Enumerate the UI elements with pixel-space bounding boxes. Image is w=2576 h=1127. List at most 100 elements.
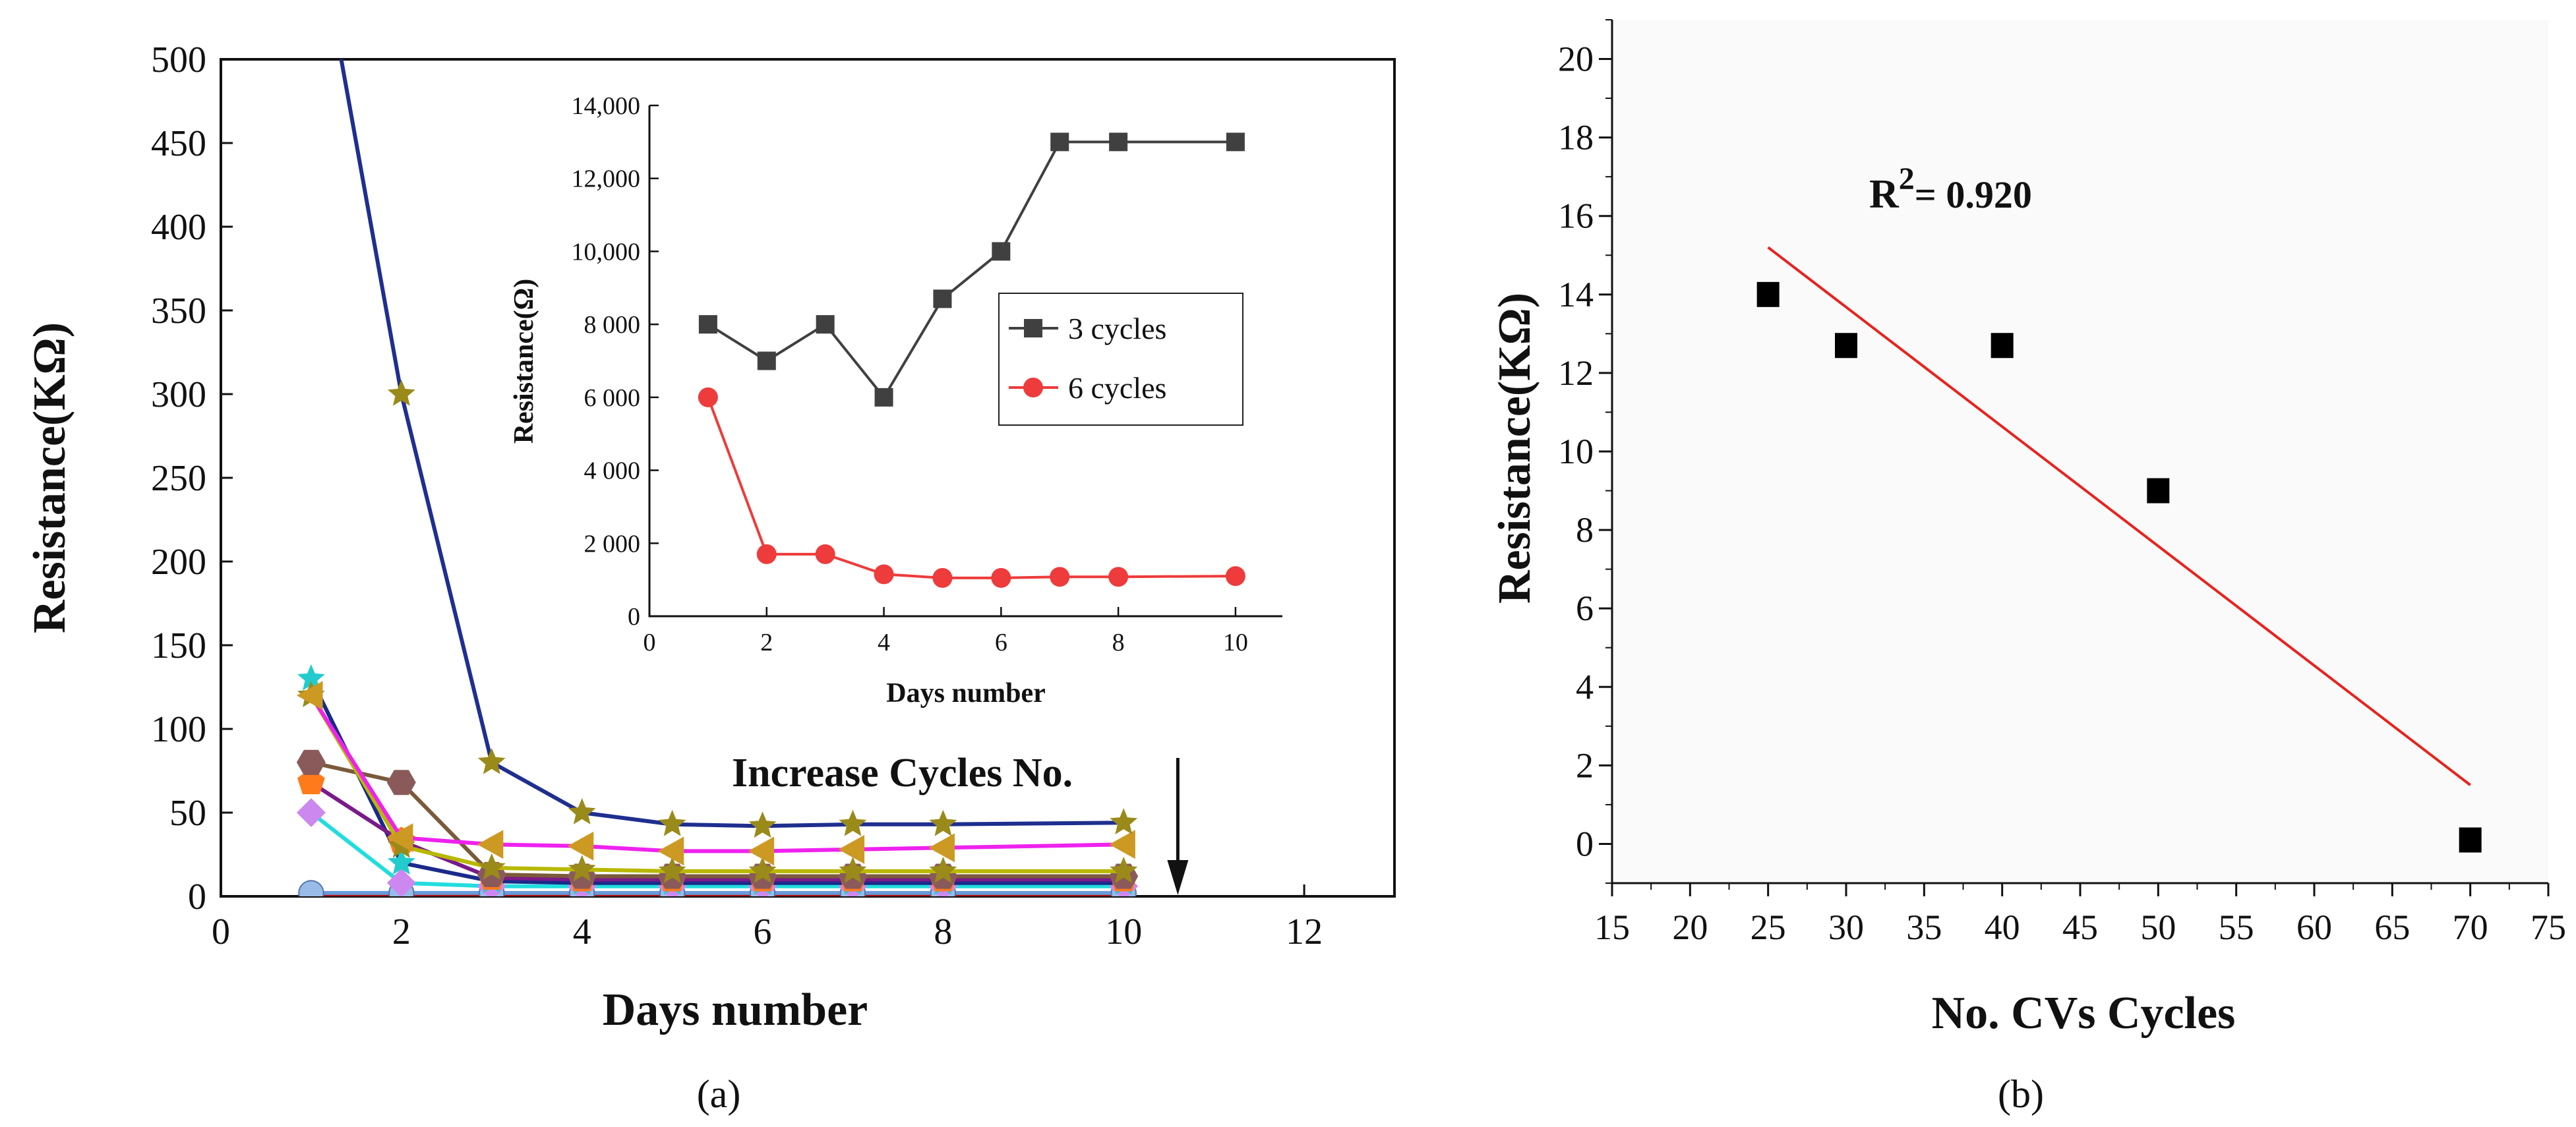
data-point-s1 (748, 811, 777, 838)
data-point-s3 (658, 856, 686, 883)
inset-data-point (874, 564, 894, 585)
data-point (1835, 333, 1857, 359)
data-point-s3 (1110, 856, 1138, 883)
data-point-s3 (568, 855, 596, 882)
inset-y-tick-label: 0 (628, 603, 640, 631)
inset-data-point (757, 351, 776, 370)
inset-data-point (1225, 566, 1245, 587)
inset-y-tick-label: 8 000 (584, 311, 641, 339)
panel-a-y-tick-label: 400 (151, 207, 206, 248)
panel-a-inset-chart: 0 2 4 6 8 10 0 2 000 4 000 6 000 8 000 10,000 12,000… (509, 92, 1282, 708)
data-point-s1 (568, 798, 596, 824)
data-point-s2 (296, 681, 323, 710)
inset-y-tick-label: 14,000 (572, 92, 641, 120)
panel-b-axes (1611, 20, 2548, 884)
panel-a-y-tick-label: 150 (151, 625, 206, 666)
panel-a-y-tick-label: 50 (169, 793, 206, 834)
data-point-s1 (839, 809, 867, 836)
panel-b-x-tick-label: 45 (2062, 908, 2098, 947)
legend-6-cycles-marker (1023, 378, 1043, 397)
inset-legend: 3 cycles 6 cycles (998, 293, 1243, 426)
inset-data-point (1226, 132, 1245, 152)
data-point-s4 (386, 770, 416, 795)
data-point-s2 (748, 836, 775, 866)
panel-a-annotation: Increase Cycles No. (732, 751, 1073, 795)
panel-b-background (1612, 20, 2548, 883)
inset-data-point (698, 315, 717, 334)
series-line-s5 (310, 780, 1124, 882)
inset-y-tick-label: 2 000 (584, 530, 641, 558)
inset-data-point (1109, 132, 1128, 152)
data-point (2147, 478, 2170, 504)
data-point-s3 (748, 856, 777, 883)
panel-b-x-tick-label: 30 (1828, 908, 1864, 947)
panel-a-x-tick-label: 6 (754, 911, 772, 952)
inset-ticks: 0 2 4 6 8 10 0 2 000 4 000 6 000 8 000 10,000 12,000… (572, 92, 1248, 656)
panel-a-y-tick-label: 250 (151, 458, 206, 499)
legend-3-cycles-label: 3 cycles (1068, 312, 1166, 345)
data-point-s1 (477, 747, 506, 774)
panel-a-x-axis-title: Days number (603, 985, 868, 1035)
data-point-s4 (296, 749, 326, 775)
panel-b-y-tick-label: 2 (1576, 745, 1594, 785)
inset-x-tick-label: 6 (995, 629, 1007, 656)
panel-b-x-tick-label: 70 (2453, 908, 2488, 947)
panel-b-x-tick-label: 40 (1985, 908, 2020, 947)
panel-b-x-tick-label: 60 (2296, 908, 2332, 947)
panel-b-x-tick-label: 75 (2531, 908, 2566, 947)
inset-data-point (932, 567, 953, 588)
inset-data-point (1050, 132, 1069, 152)
data-point-s1 (658, 809, 686, 836)
panel-b-x-tick-label: 20 (1672, 908, 1708, 947)
inset-series-6-cycles (698, 387, 1245, 588)
inset-series-3-cycles (698, 132, 1245, 407)
panel-a-y-tick-label: 450 (151, 123, 206, 164)
data-point (1756, 281, 1780, 307)
data-point-s2 (477, 830, 504, 859)
data-point-s1 (929, 809, 957, 836)
inset-y-tick-label: 12,000 (572, 165, 641, 193)
panel-a-y-tick-label: 200 (151, 542, 206, 583)
panel-b-y-tick-label: 14 (1558, 275, 1594, 314)
inset-x-axis-title: Days number (886, 678, 1046, 708)
panel-b-x-tick-label: 65 (2374, 908, 2410, 947)
panel-b-fit-line (1767, 246, 2471, 786)
panel-b-x-tick-label: 35 (1906, 908, 1942, 947)
data-point (2459, 827, 2482, 853)
data-point-s2 (386, 823, 413, 853)
inset-data-point (933, 289, 952, 308)
panel-b-y-tick-label: 12 (1558, 353, 1594, 393)
panel-a-x-tick-label: 12 (1286, 911, 1323, 952)
inset-data-point (1050, 567, 1070, 587)
inset-y-tick-label: 10,000 (572, 238, 641, 266)
data-point-s2 (928, 833, 955, 863)
panel-b-x-tick-label: 50 (2140, 908, 2176, 947)
inset-y-tick-label: 6 000 (584, 384, 641, 412)
panel-a-y-tick-label: 500 (151, 40, 206, 80)
panel-a-x-tick-label: 8 (934, 911, 952, 952)
inset-data-point (874, 388, 893, 407)
data-point-s2 (657, 836, 684, 866)
inset-x-tick-label: 10 (1223, 629, 1248, 656)
data-point-s7 (296, 798, 326, 827)
panel-b-y-tick-label: 10 (1558, 432, 1594, 471)
data-point-s1 (1110, 808, 1138, 834)
data-point-s6 (387, 848, 415, 875)
data-point-s3 (929, 856, 957, 883)
panel-a-series (296, 59, 1139, 896)
panel-a-chart: 0 2 4 6 8 10 12050100150200250300350400450500 … (24, 40, 1396, 1116)
panel-b-y-tick-label: 6 (1576, 589, 1594, 628)
data-point-s3 (839, 856, 867, 883)
data-point-s8 (298, 880, 324, 896)
series-s1 (339, 59, 1138, 838)
panel-b-y-tick-label: 18 (1558, 118, 1594, 158)
panel-b-chart: 15 20 25 30 35 40 45 50 55 60 65 70 75 0 2 4 6 8 10 12 14 16 1… (1489, 19, 2566, 1116)
panel-b-y-tick-label: 16 (1558, 196, 1594, 236)
panel-a-y-tick-label: 350 (151, 291, 206, 332)
inset-data-point (816, 315, 835, 334)
panel-b-y-tick-label: 8 (1576, 510, 1594, 550)
panel-b-y-axis-title: Resistance(KΩ) (1489, 293, 1540, 604)
annotation-arrow-head (1167, 860, 1189, 895)
inset-legend-box (998, 293, 1243, 426)
inset-y-axis-title: Resistance(Ω) (509, 279, 539, 444)
